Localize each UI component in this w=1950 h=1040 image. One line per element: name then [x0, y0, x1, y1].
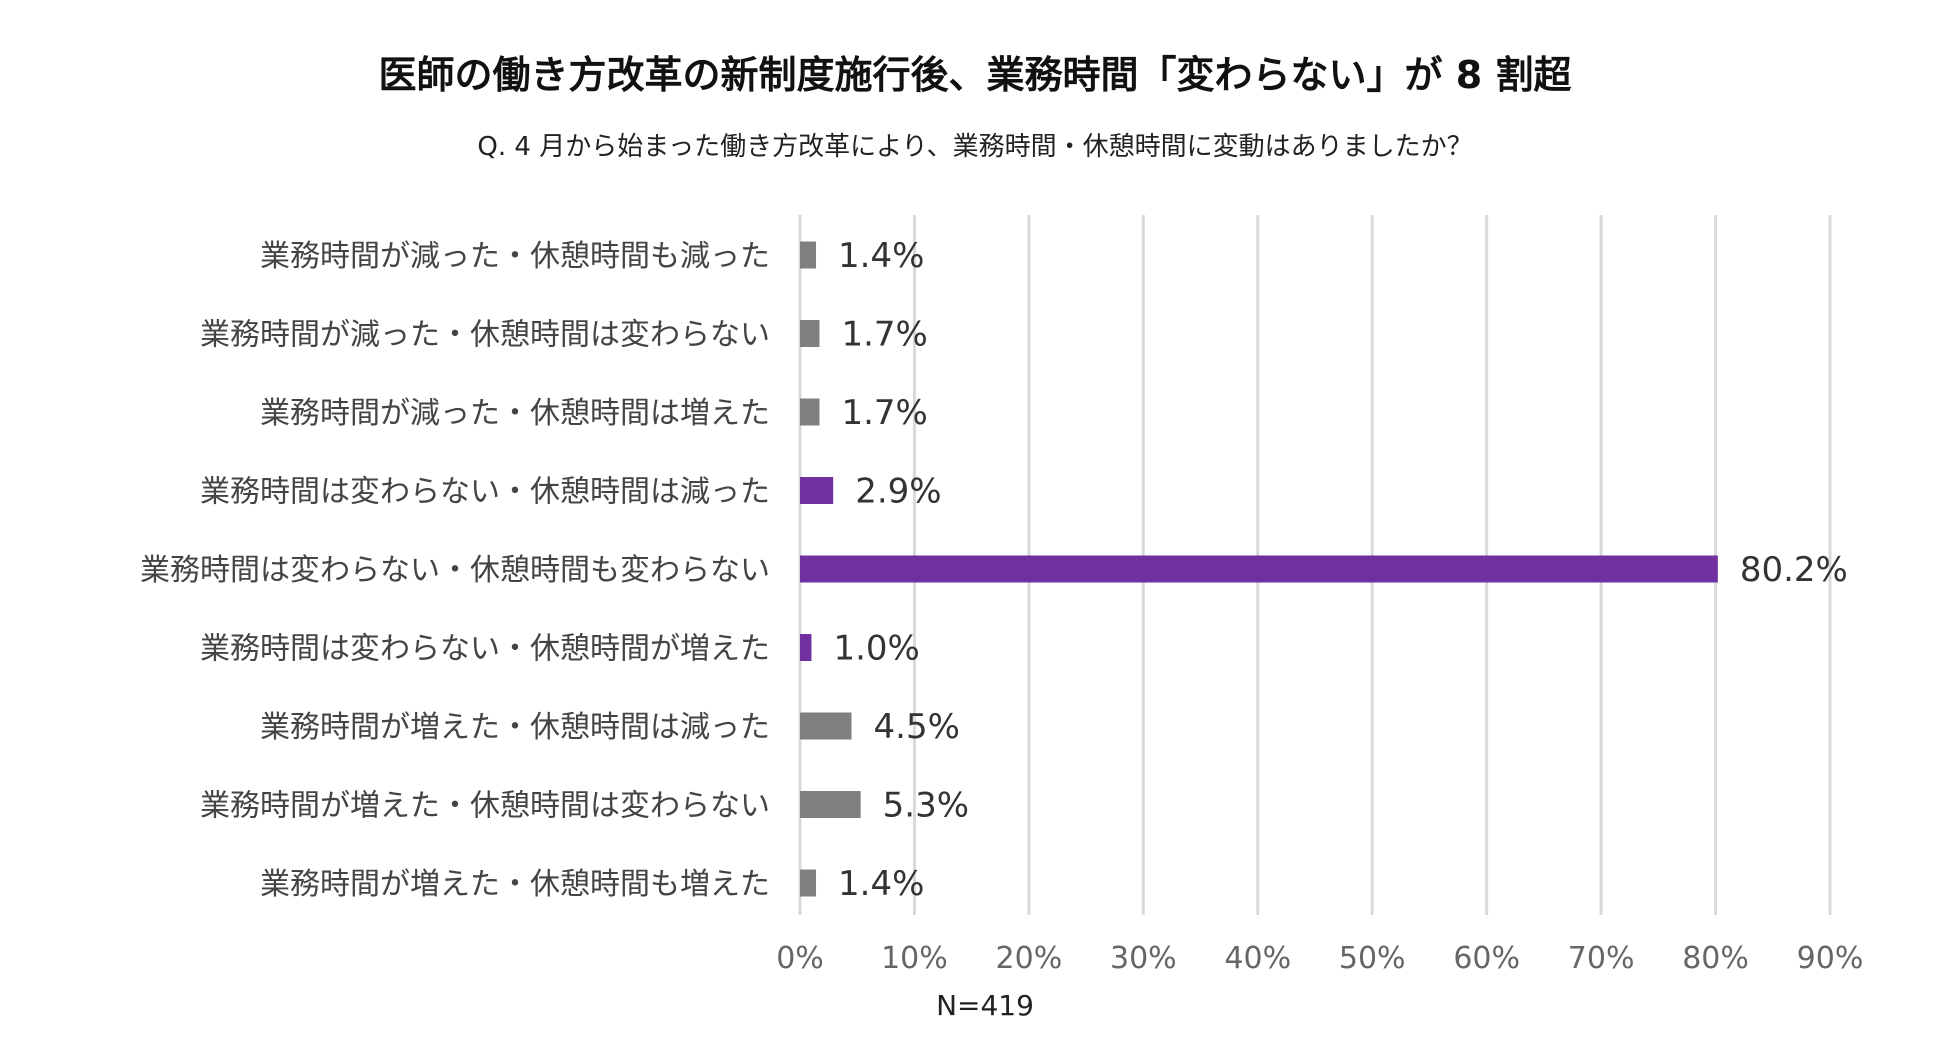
value-labels: 1.4% 1.7% 1.7% 2.9% 80.2% 1.0% 4.5% 5.3% 1.4%: [833, 236, 1847, 904]
category-label: 業務時間は変わらない・休憩時間が増えた: [200, 632, 770, 667]
bar: [800, 241, 817, 269]
x-tick-label: 90%: [1797, 941, 1864, 976]
data-label: 5.3%: [883, 786, 969, 826]
data-label: 1.7%: [841, 315, 927, 355]
category-labels: 業務時間が減った・休憩時間も減った業務時間が減った・休憩時間は変わらない業務時間…: [140, 239, 770, 902]
category-label: 業務時間が減った・休憩時間も減った: [260, 239, 770, 274]
bar: [800, 398, 820, 426]
data-label: 1.4%: [838, 864, 924, 904]
category-label: 業務時間は変わらない・休憩時間は減った: [200, 475, 770, 510]
sample-size-note: N=419: [936, 989, 1034, 1022]
x-tick-label: 40%: [1224, 941, 1291, 976]
category-label: 業務時間が増えた・休憩時間も増えた: [260, 867, 770, 902]
x-tick-label: 80%: [1682, 941, 1749, 976]
bar: [800, 555, 1718, 583]
data-label: 4.5%: [874, 707, 960, 747]
x-axis-tick-labels: 0% 10% 20% 30% 40% 50% 60% 70% 80% 90%: [776, 941, 1863, 976]
bar: [800, 634, 812, 661]
x-tick-label: 70%: [1568, 941, 1635, 976]
category-label: 業務時間が増えた・休憩時間は変わらない: [200, 789, 770, 824]
x-tick-label: 60%: [1453, 941, 1520, 976]
data-label: 1.0%: [833, 629, 919, 669]
bar: [800, 477, 834, 504]
x-tick-label: 20%: [996, 941, 1063, 976]
bar: [800, 712, 852, 740]
category-label: 業務時間が増えた・休憩時間は減った: [260, 710, 770, 745]
bar: [800, 869, 817, 897]
data-label: 2.9%: [855, 472, 941, 512]
category-label: 業務時間は変わらない・休憩時間も変わらない: [140, 553, 770, 588]
data-label: 1.7%: [841, 393, 927, 433]
data-label: 1.4%: [838, 236, 924, 276]
bar: [800, 791, 861, 818]
bar: [800, 320, 820, 347]
chart-subtitle: Q. 4 月から始まった働き方改革により、業務時間・休憩時間に変動はありましたか…: [477, 132, 1472, 162]
x-tick-label: 0%: [776, 941, 824, 976]
bars: [800, 241, 1718, 897]
x-tick-label: 50%: [1339, 941, 1406, 976]
data-label: 80.2%: [1740, 550, 1848, 590]
category-label: 業務時間が減った・休憩時間は変わらない: [200, 318, 770, 353]
x-tick-label: 10%: [881, 941, 948, 976]
x-tick-label: 30%: [1110, 941, 1177, 976]
chart-title: 医師の働き方改革の新制度施行後、業務時間「変わらない」が 8 割超: [379, 53, 1573, 97]
category-label: 業務時間が減った・休憩時間は増えた: [260, 396, 770, 431]
